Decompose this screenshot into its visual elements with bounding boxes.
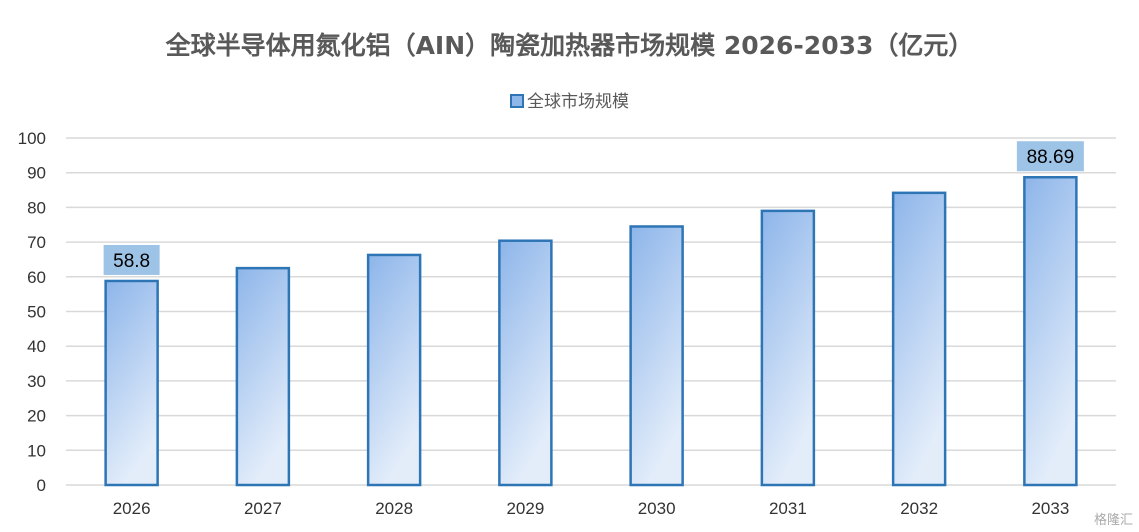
y-tick-label: 90 <box>27 164 46 183</box>
bar <box>235 266 291 487</box>
y-tick-label: 40 <box>27 337 46 356</box>
y-tick-label: 10 <box>27 441 46 460</box>
y-tick-label: 0 <box>37 476 46 495</box>
data-label-box <box>1016 141 1084 172</box>
x-tick-label: 2027 <box>244 499 282 518</box>
y-tick-label: 60 <box>27 268 46 287</box>
x-tick-label: 2032 <box>900 499 938 518</box>
bar <box>366 253 422 487</box>
x-axis-ticks: 2026 2027 2028 2029 2030 2031 2032 2033 <box>113 499 1070 518</box>
y-tick-label: 50 <box>27 303 46 322</box>
legend-swatch <box>510 94 524 108</box>
x-tick-label: 2029 <box>506 499 544 518</box>
bar <box>104 279 159 487</box>
chart-title: 全球半导体用氮化铝（AIN）陶瓷加热器市场规模 2026-2033（亿元） <box>165 31 974 60</box>
y-tick-label: 100 <box>18 129 46 148</box>
y-tick-label: 20 <box>27 407 46 426</box>
x-tick-label: 2028 <box>375 499 413 518</box>
watermark: 格隆汇 <box>1093 513 1133 528</box>
legend: 全球市场规模 <box>0 87 1139 112</box>
x-tick-label: 2031 <box>769 499 807 518</box>
bar <box>891 191 947 487</box>
x-tick-label: 2033 <box>1031 499 1069 518</box>
grid-lines <box>66 137 1116 486</box>
data-labels: 58.8 88.69 <box>103 141 1084 275</box>
x-tick-label: 2030 <box>638 499 676 518</box>
y-tick-label: 70 <box>27 233 46 252</box>
y-axis-ticks: 0 10 20 30 40 50 60 70 80 90 100 <box>18 129 46 495</box>
bar <box>629 225 684 487</box>
bars <box>104 175 1078 487</box>
legend-label: 全球市场规模 <box>527 92 629 112</box>
y-tick-label: 30 <box>27 372 46 391</box>
data-label: 58.8 <box>113 251 150 272</box>
data-label: 88.69 <box>1027 147 1075 168</box>
bar <box>760 209 816 487</box>
y-tick-label: 80 <box>27 198 46 217</box>
x-tick-label: 2026 <box>113 499 151 518</box>
bar <box>1023 175 1078 487</box>
data-label-box <box>103 244 160 275</box>
bar <box>498 239 553 487</box>
